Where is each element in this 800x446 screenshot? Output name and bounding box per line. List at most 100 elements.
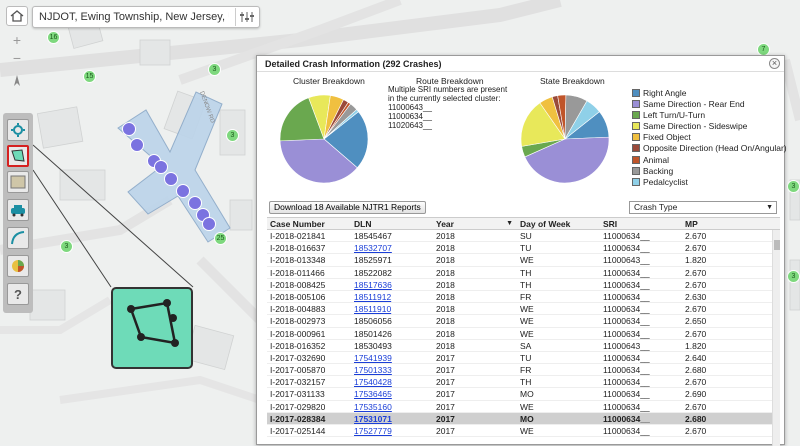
table-row[interactable]: I-2018-021841 18545467 2018 SU 11000634__ 2.6… (267, 230, 780, 243)
table-cell: 11000634__ (603, 231, 650, 241)
crash-point[interactable] (188, 196, 202, 210)
table-cell: 11000634__ (603, 291, 650, 302)
map-cluster-badge[interactable]: 16 (47, 31, 60, 44)
crash-point[interactable] (176, 184, 190, 198)
close-button[interactable]: × (769, 58, 780, 69)
cluster-chart-title: Cluster Breakdown (293, 76, 365, 86)
curve-tool[interactable] (7, 227, 29, 249)
column-header[interactable]: SRI (603, 219, 618, 229)
pie-slice[interactable] (323, 111, 369, 169)
filter-settings-icon[interactable] (235, 8, 257, 26)
pie-slice[interactable] (279, 138, 358, 184)
table-cell: WE (520, 401, 534, 412)
pie-slice[interactable] (564, 100, 600, 140)
column-header[interactable]: Day of Week (520, 219, 571, 229)
cluster-count-badge[interactable]: 25 (214, 232, 227, 245)
table-row[interactable]: I-2017-029820 17535160 2017 WE 11000634__ 2.6… (267, 401, 780, 413)
crash-point[interactable] (154, 160, 168, 174)
search-input[interactable] (33, 7, 229, 27)
column-header[interactable]: Year ▼ (436, 219, 513, 229)
help-button[interactable]: ? (7, 283, 29, 305)
table-cell: 2.680 (685, 365, 707, 376)
table-cell[interactable]: 17536465 (354, 389, 392, 400)
table-cell: 11000634__ (603, 377, 650, 388)
legend-item: Same Direction - Rear End (632, 98, 787, 109)
table-cell[interactable]: 17531071 (354, 413, 392, 424)
crash-type-select[interactable]: Crash Type ▼ (629, 201, 777, 214)
chart-tool[interactable] (7, 255, 29, 277)
download-reports-button[interactable]: Download 18 Available NJTR1 Reports (269, 201, 426, 214)
settings-tool[interactable] (7, 119, 29, 141)
table-cell[interactable]: 18511910 (354, 304, 392, 315)
table-scrollbar[interactable] (772, 230, 780, 446)
legend-item: Right Angle (632, 87, 787, 98)
legend-label: Same Direction - Rear End (643, 98, 745, 109)
table-cell: 2.680 (685, 413, 707, 424)
pie-slice[interactable] (524, 136, 610, 184)
polygon-tool-zoom (111, 287, 193, 369)
map-cluster-badge[interactable]: 3 (787, 180, 800, 193)
table-row[interactable]: I-2018-008425 18517636 2018 TH 11000634__ 2.6… (267, 279, 780, 291)
map-layer-tool[interactable] (7, 171, 29, 193)
table-row[interactable]: I-2018-016637 18532707 2018 TU 11000634__ 2.6… (267, 242, 780, 255)
table-row[interactable]: I-2017-032157 17540428 2017 TH 11000634__ 2.6… (267, 376, 780, 389)
column-header[interactable]: MP (685, 219, 698, 229)
legend-swatch (632, 166, 640, 175)
column-header[interactable]: Case Number (270, 219, 325, 229)
pie-slice[interactable] (279, 97, 325, 142)
home-button[interactable] (6, 6, 28, 26)
table-cell: TH (520, 377, 532, 388)
table-row[interactable]: I-2017-025144 17527779 2017 WE 11000634__ 2.6… (267, 425, 780, 438)
pie-slice[interactable] (520, 102, 566, 147)
curve-icon (11, 231, 25, 245)
crash-point[interactable] (130, 138, 144, 152)
table-row[interactable]: I-2018-011466 18522082 2018 TH 11000634__ 2.6… (267, 267, 780, 279)
table-cell: I-2018-008425 (270, 279, 326, 290)
table-cell: 2.630 (685, 291, 707, 302)
map-cluster-badge[interactable]: 3 (226, 129, 239, 142)
table-row[interactable]: I-2018-016352 18530493 2018 SA 11000643__ 1.8… (267, 340, 780, 352)
scrollbar-thumb[interactable] (774, 240, 780, 250)
table-cell: I-2018-011466 (270, 267, 325, 278)
cluster-pie-chart (279, 94, 369, 184)
table-row[interactable]: I-2018-004883 18511910 2018 WE 11000634__ 2.6… (267, 303, 780, 316)
vehicle-tool[interactable] (7, 199, 29, 221)
pie-slice[interactable] (323, 109, 359, 140)
polygon-select-tool[interactable] (7, 145, 29, 167)
map-cluster-badge[interactable]: 15 (83, 70, 96, 83)
table-row[interactable]: I-2017-032690 17541939 2017 TU 11000634__ 2.6… (267, 352, 780, 365)
table-cell[interactable]: 17501333 (354, 365, 392, 376)
legend-item: Animal (632, 154, 787, 165)
table-row[interactable]: I-2018-002973 18506056 2018 WE 11000634__ 2.6… (267, 315, 780, 328)
crash-point[interactable] (202, 217, 216, 231)
table-cell[interactable]: 17541939 (354, 352, 392, 363)
table-cell: I-2018-002973 (270, 316, 326, 327)
map-cluster-badge[interactable]: 3 (208, 63, 221, 76)
legend-label: Same Direction - Sideswipe (643, 121, 748, 132)
column-header[interactable]: DLN (354, 219, 372, 229)
crash-info-panel: Detailed Crash Information (292 Crashes)… (256, 55, 787, 446)
table-cell[interactable]: 17540428 (354, 377, 392, 388)
map-cluster-badge[interactable]: 3 (60, 240, 73, 253)
zoom-out-button[interactable]: − (12, 50, 22, 66)
zoom-in-button[interactable]: + (12, 32, 22, 48)
map-cluster-badge[interactable]: 3 (787, 270, 800, 283)
table-row[interactable]: I-2017-005870 17501333 2017 FR 11000634__ 2.6… (267, 364, 780, 377)
table-row[interactable]: I-2018-013348 18525971 2018 WE 11000643__ 1.8… (267, 254, 780, 267)
table-row[interactable]: I-2017-028384 17531071 2017 MO 11000634__ 2.6… (267, 412, 780, 425)
table-row[interactable]: I-2018-000961 18501426 2018 WE 11000634__ 2.6… (267, 328, 780, 340)
crash-point[interactable] (122, 122, 136, 136)
table-row[interactable]: I-2017-031133 17536465 2017 MO 11000634__ 2.6… (267, 388, 780, 401)
compass-button[interactable] (6, 72, 28, 90)
table-cell[interactable]: 18517636 (354, 279, 392, 290)
legend-label: Animal (643, 154, 669, 165)
crash-point[interactable] (164, 172, 178, 186)
table-row[interactable]: I-2018-005106 18511912 2018 FR 11000634__ 2.6… (267, 291, 780, 304)
table-cell[interactable]: 18511912 (354, 291, 392, 302)
table-cell[interactable]: 18532707 (354, 243, 392, 254)
table-cell[interactable]: 17535160 (354, 401, 392, 412)
table-cell[interactable]: 17527779 (354, 426, 392, 436)
legend-item: Same Direction - Sideswipe (632, 121, 787, 132)
table-cell: 11000634__ (603, 279, 650, 290)
search-box[interactable] (32, 6, 260, 28)
